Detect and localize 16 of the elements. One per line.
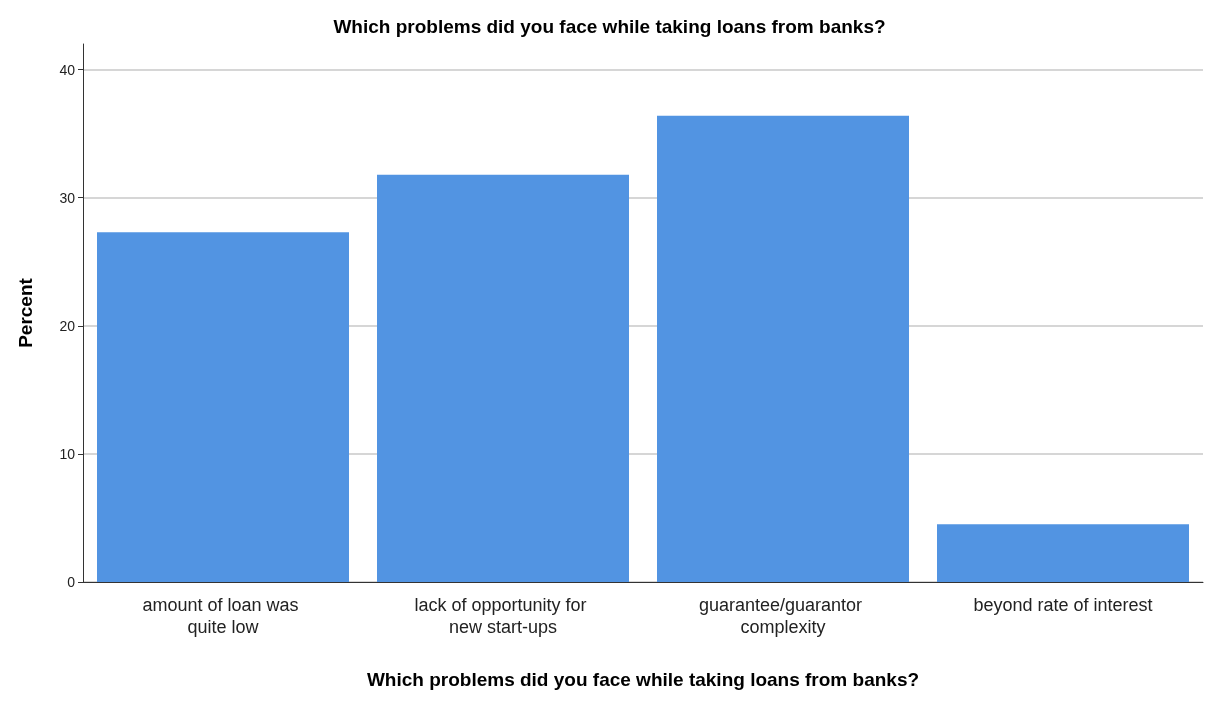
x-tick-label: beyond rate of interest — [973, 595, 1153, 615]
bar — [377, 174, 629, 582]
x-tick-label: guarantee/guarantor complexity — [698, 595, 868, 637]
chart-title: Which problems did you face while taking loans from banks? — [333, 16, 886, 37]
bar — [657, 115, 909, 582]
y-tick-label: 30 — [59, 189, 76, 206]
x-axis-title: Which problems did you face while taking loans from banks? — [366, 669, 920, 690]
bar — [937, 524, 1189, 582]
y-tick-label: 0 — [67, 574, 76, 590]
x-tick-label: lack of opportunity for new start-ups — [414, 595, 592, 637]
x-tick-label: amount of loan was quite low — [142, 595, 304, 637]
y-axis-title: Percent — [15, 277, 36, 348]
bar — [97, 232, 349, 582]
y-tick-label: 20 — [59, 317, 76, 334]
y-tick-label: 40 — [59, 61, 76, 78]
y-tick-label: 10 — [59, 445, 76, 462]
